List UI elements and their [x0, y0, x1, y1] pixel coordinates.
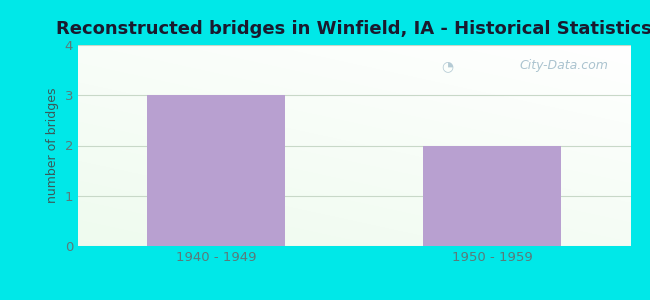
Text: City-Data.com: City-Data.com — [519, 59, 608, 72]
Title: Reconstructed bridges in Winfield, IA - Historical Statistics: Reconstructed bridges in Winfield, IA - … — [57, 20, 650, 38]
Bar — [423, 146, 562, 246]
Text: ◔: ◔ — [441, 59, 454, 73]
Y-axis label: number of bridges: number of bridges — [46, 88, 59, 203]
Bar — [147, 95, 285, 246]
